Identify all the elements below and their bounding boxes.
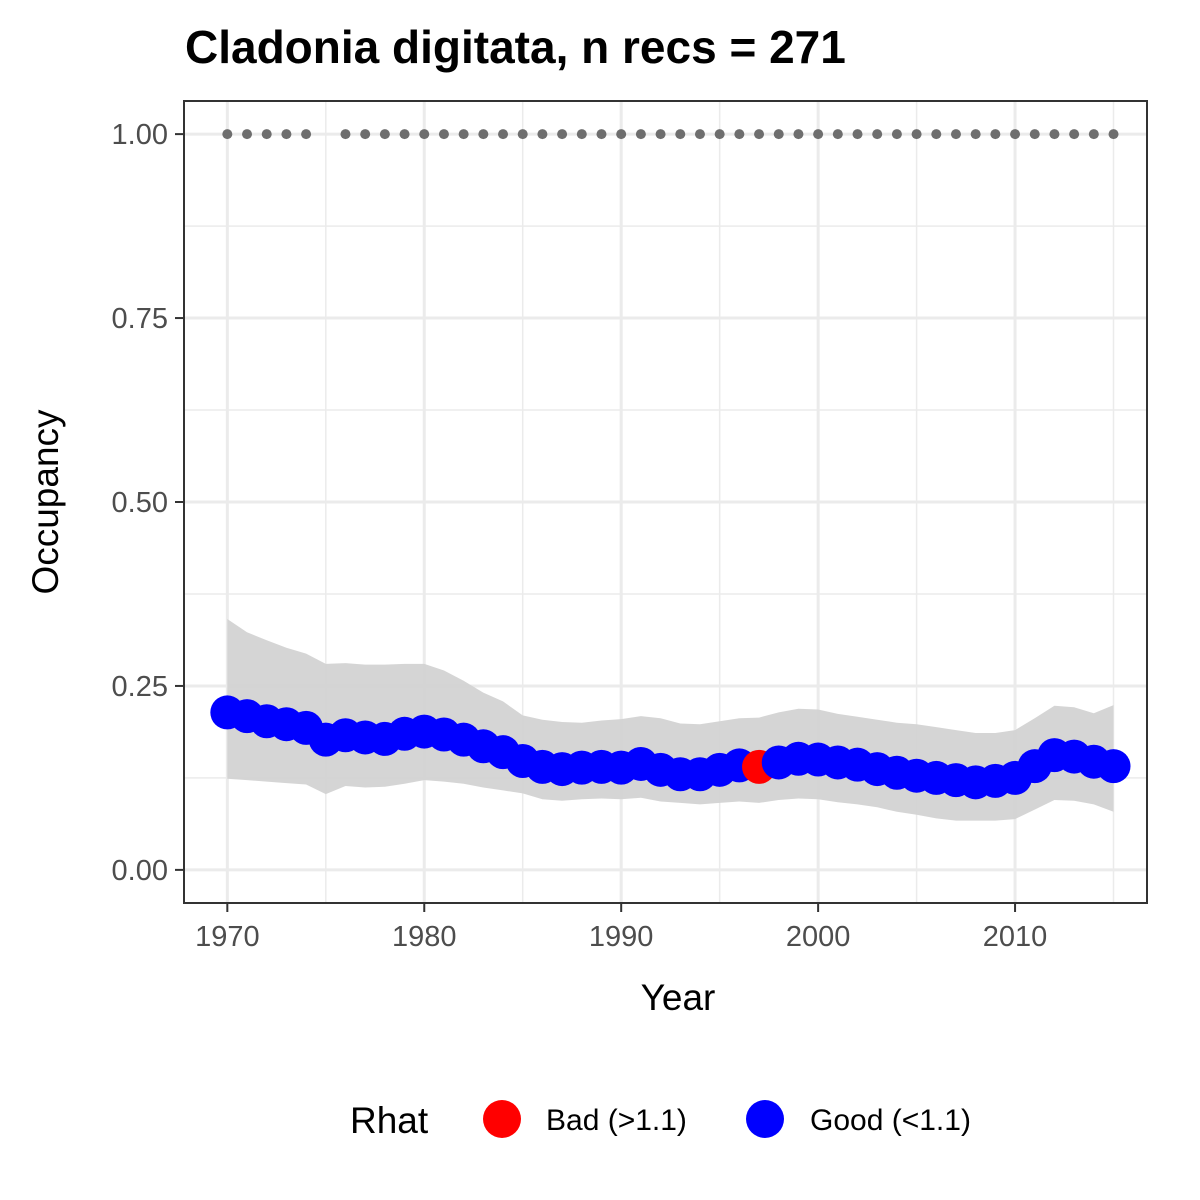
record-dot — [832, 129, 843, 140]
record-dot — [852, 129, 863, 140]
record-dot — [931, 129, 942, 140]
record-dot — [399, 129, 410, 140]
record-dot — [419, 129, 430, 140]
record-dot — [1010, 129, 1021, 140]
record-dot — [950, 129, 961, 140]
x-tick-label: 1970 — [195, 921, 260, 953]
record-dot — [616, 129, 627, 140]
legend-bad-swatch — [483, 1100, 521, 1138]
record-dot — [242, 129, 253, 140]
x-tick-label: 2000 — [786, 921, 851, 953]
record-dot — [1088, 129, 1099, 140]
legend: Rhat Bad (>1.1) Good (<1.1) — [350, 1100, 971, 1141]
y-tick-label: 0.50 — [112, 487, 168, 519]
y-tick-label: 0.25 — [112, 671, 168, 703]
occupancy-point — [1096, 749, 1131, 784]
y-tick-label: 1.00 — [112, 119, 168, 151]
record-dot — [537, 129, 548, 140]
record-dot — [1108, 129, 1119, 140]
record-dot — [281, 129, 292, 140]
record-dot — [773, 129, 784, 140]
record-dot — [655, 129, 666, 140]
record-dot — [360, 129, 371, 140]
record-dot — [1029, 129, 1040, 140]
y-axis-title: Occupancy — [25, 409, 66, 595]
record-dot — [340, 129, 351, 140]
y-tick-label: 0.75 — [112, 303, 168, 335]
record-dot — [970, 129, 981, 140]
record-dot — [734, 129, 745, 140]
x-axis-title: Year — [641, 977, 716, 1018]
record-dot — [379, 129, 390, 140]
record-dot — [635, 129, 646, 140]
record-dot — [557, 129, 568, 140]
occupancy-points-layer — [210, 695, 1131, 800]
record-dot — [478, 129, 489, 140]
record-dot — [438, 129, 449, 140]
x-tick-label: 1990 — [589, 921, 654, 953]
record-dot — [891, 129, 902, 140]
chart-title: Cladonia digitata, n recs = 271 — [185, 21, 846, 73]
legend-bad-label: Bad (>1.1) — [546, 1104, 687, 1137]
record-dot — [301, 129, 312, 140]
record-dot — [911, 129, 922, 140]
record-dot — [1069, 129, 1080, 140]
record-dot — [498, 129, 509, 140]
record-dot — [576, 129, 587, 140]
axis-ticks: 1970 1980 1990 2000 2010 0.00 0.25 0.50 0.75 1.00 — [112, 119, 1048, 953]
record-dot — [458, 129, 469, 140]
record-dot — [714, 129, 725, 140]
record-dot — [596, 129, 607, 140]
record-dot — [813, 129, 824, 140]
legend-title: Rhat — [350, 1100, 429, 1141]
record-dot — [793, 129, 804, 140]
y-tick-label: 0.00 — [112, 855, 168, 887]
record-dot — [872, 129, 883, 140]
record-dot — [222, 129, 233, 140]
x-tick-label: 2010 — [983, 921, 1048, 953]
record-dot — [754, 129, 765, 140]
record-dot — [990, 129, 1001, 140]
record-dots-layer — [222, 129, 1119, 140]
record-dot — [1049, 129, 1060, 140]
legend-good-swatch — [746, 1100, 784, 1138]
legend-good-label: Good (<1.1) — [810, 1104, 971, 1137]
x-tick-label: 1980 — [392, 921, 457, 953]
record-dot — [517, 129, 528, 140]
record-dot — [261, 129, 272, 140]
record-dot — [694, 129, 705, 140]
record-dot — [675, 129, 686, 140]
